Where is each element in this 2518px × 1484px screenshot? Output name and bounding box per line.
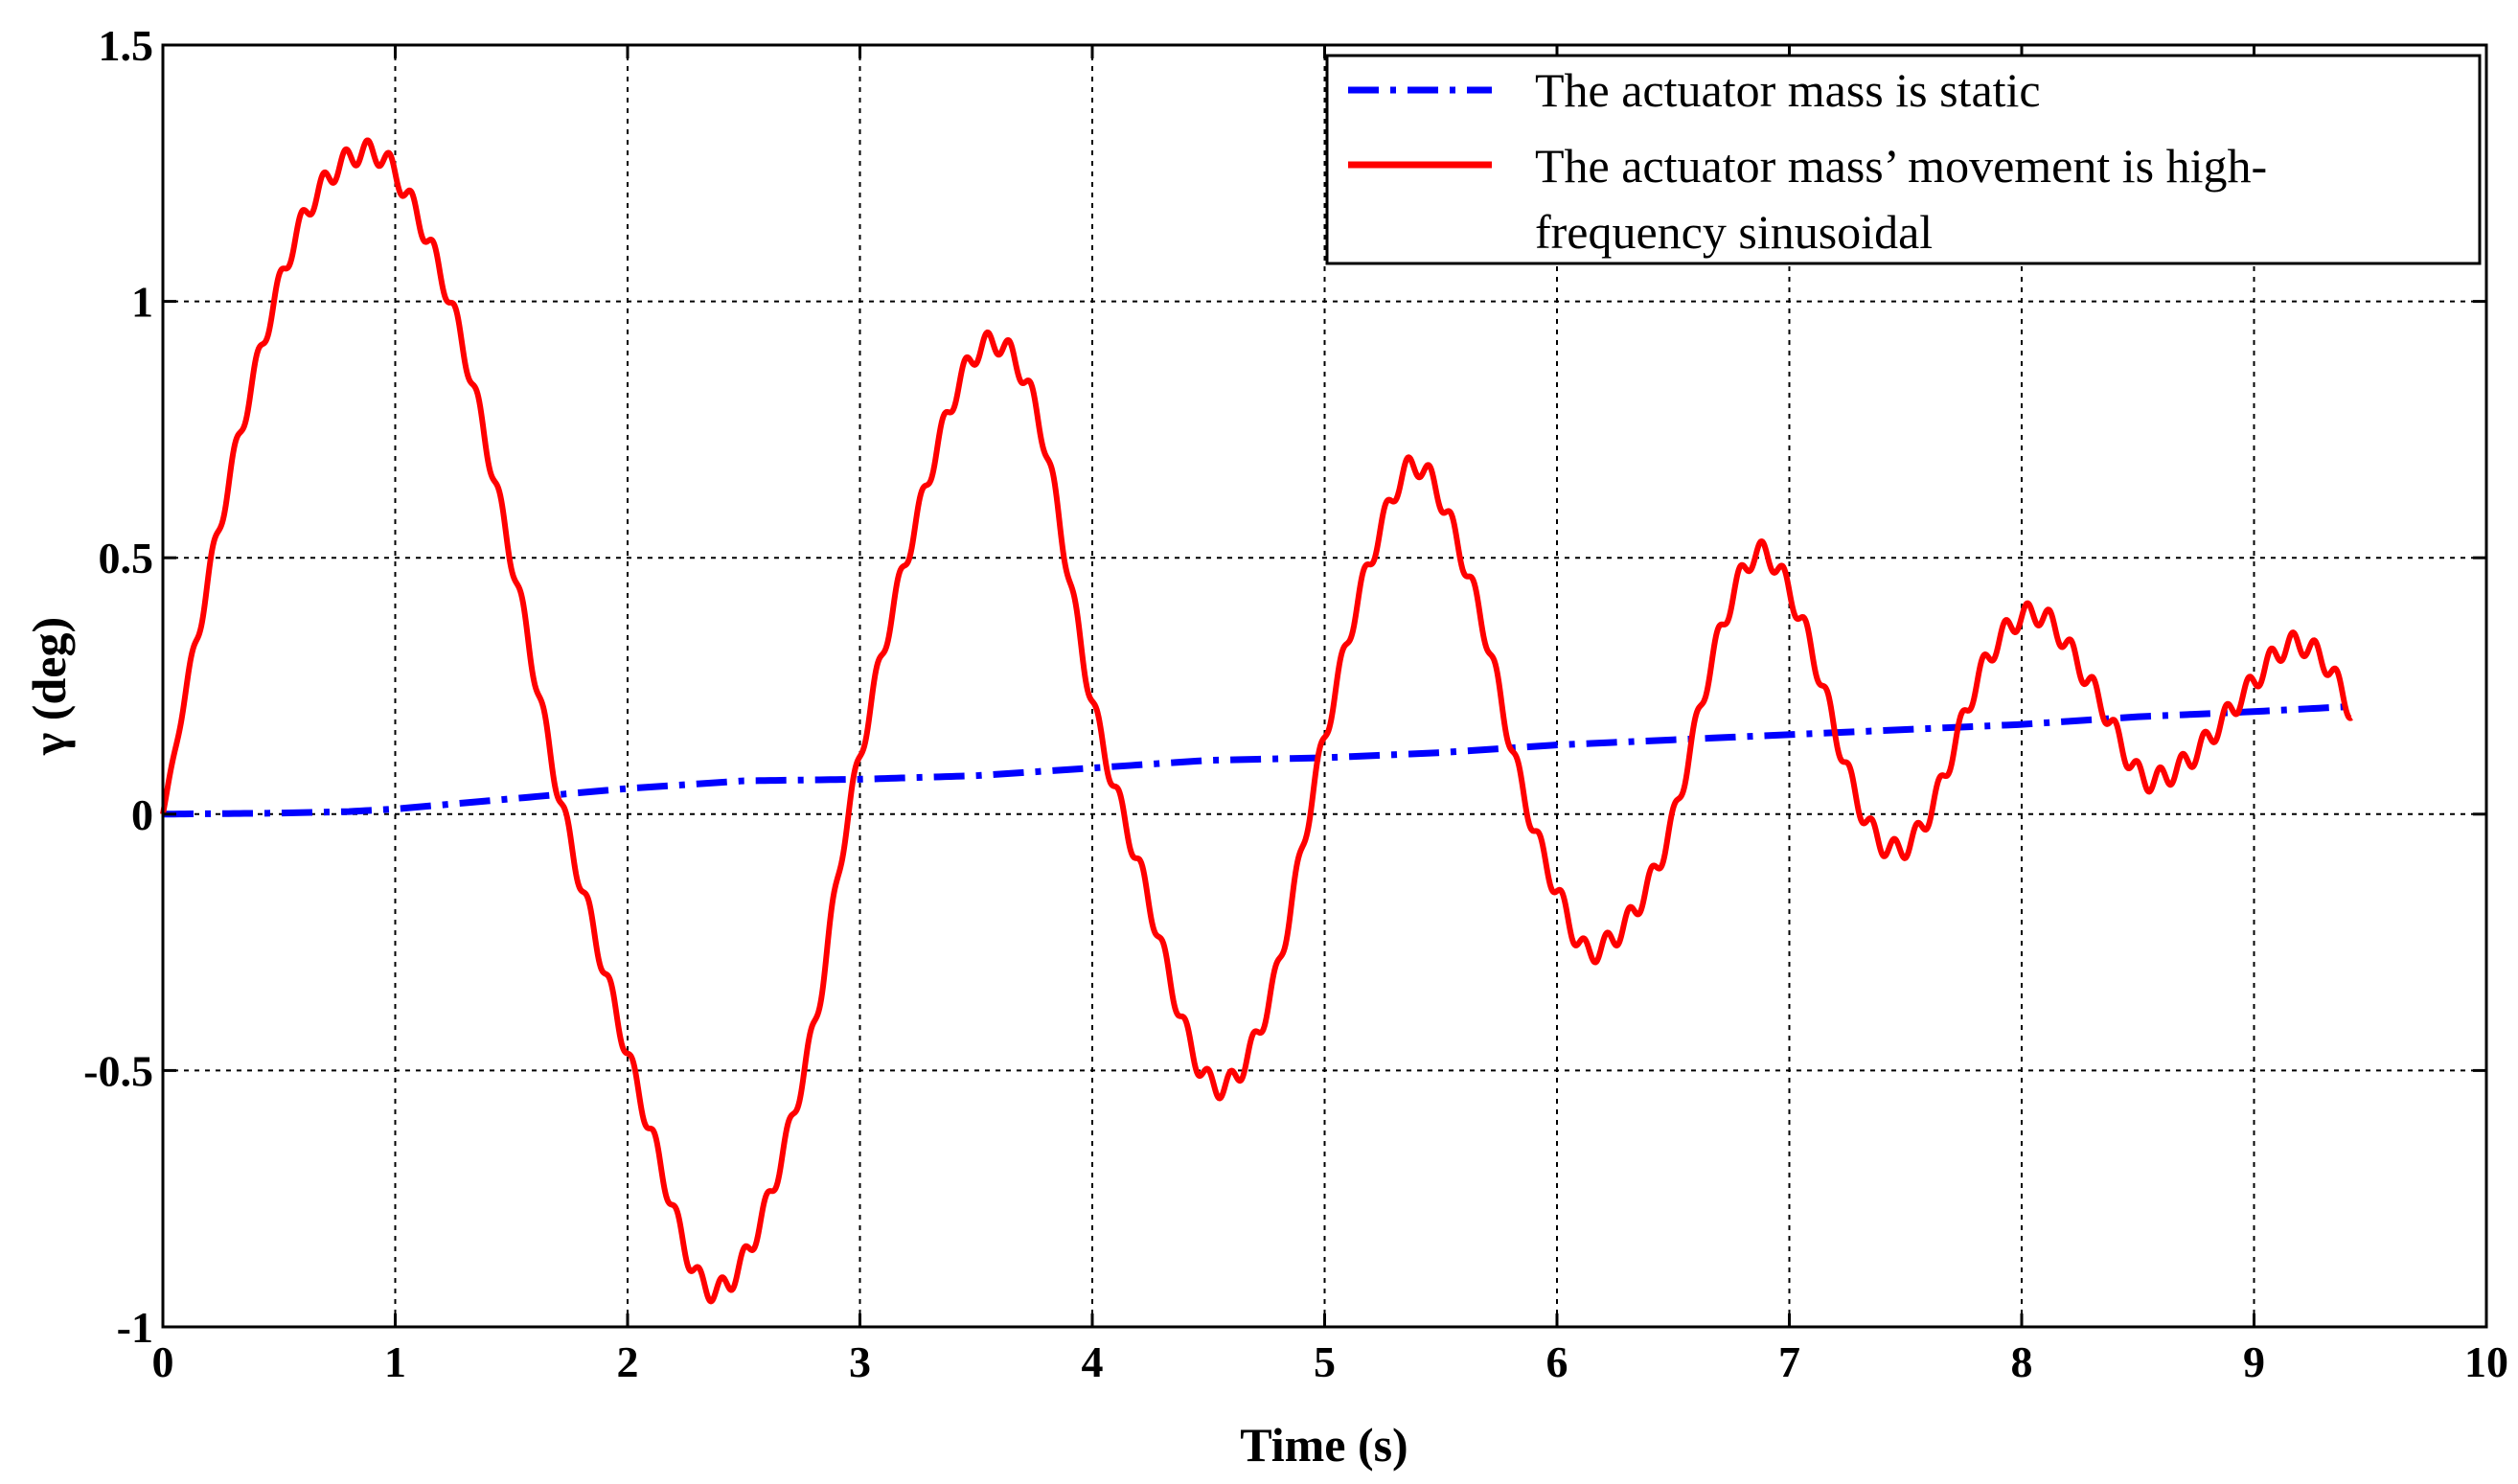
series-line-static [162, 702, 2352, 818]
y-tick-label: 1.5 [99, 21, 154, 70]
x-tick-label: 9 [2243, 1337, 2265, 1386]
y-tick-label: 1 [131, 278, 153, 327]
legend-label-static: The actuator mass is static [1535, 63, 2041, 117]
x-tick-label: 8 [2011, 1337, 2033, 1386]
x-tick-label: 3 [849, 1337, 871, 1386]
legend-label-sinusoidal-line-2: frequency sinusoidal [1535, 205, 1933, 259]
x-tick-label: 5 [1314, 1337, 1336, 1386]
x-tick-label: 1 [384, 1337, 406, 1386]
series-layer [160, 137, 2354, 1305]
y-tick-label: 0 [131, 790, 153, 839]
x-axis-tick-labels: 0 1 2 3 4 5 6 7 8 9 10 [152, 1337, 2509, 1386]
legend-box [1325, 54, 2482, 265]
axis-ticks [161, 43, 2488, 1329]
x-tick-label: 6 [1546, 1337, 1568, 1386]
y-axis-tick-labels: -1 -0.5 0 0.5 1 1.5 [83, 21, 153, 1352]
y-tick-label: 0.5 [99, 534, 154, 582]
legend: The actuator mass is static The actuator… [1325, 54, 2482, 265]
x-tick-label: 0 [152, 1337, 174, 1386]
x-axis-title: Time (s) [1240, 1418, 1408, 1472]
y-tick-label: -0.5 [83, 1046, 153, 1095]
y-axis-title: γ (deg) [22, 617, 76, 756]
x-tick-label: 2 [617, 1337, 639, 1386]
x-tick-label: 7 [1778, 1337, 1800, 1386]
series-line-sinusoidal [160, 137, 2354, 1305]
x-tick-label: 10 [2464, 1337, 2508, 1386]
x-tick-label: 4 [1082, 1337, 1104, 1386]
legend-label-sinusoidal-line-1: The actuator mass’ movement is high- [1535, 139, 2267, 193]
y-tick-label: -1 [117, 1303, 153, 1352]
